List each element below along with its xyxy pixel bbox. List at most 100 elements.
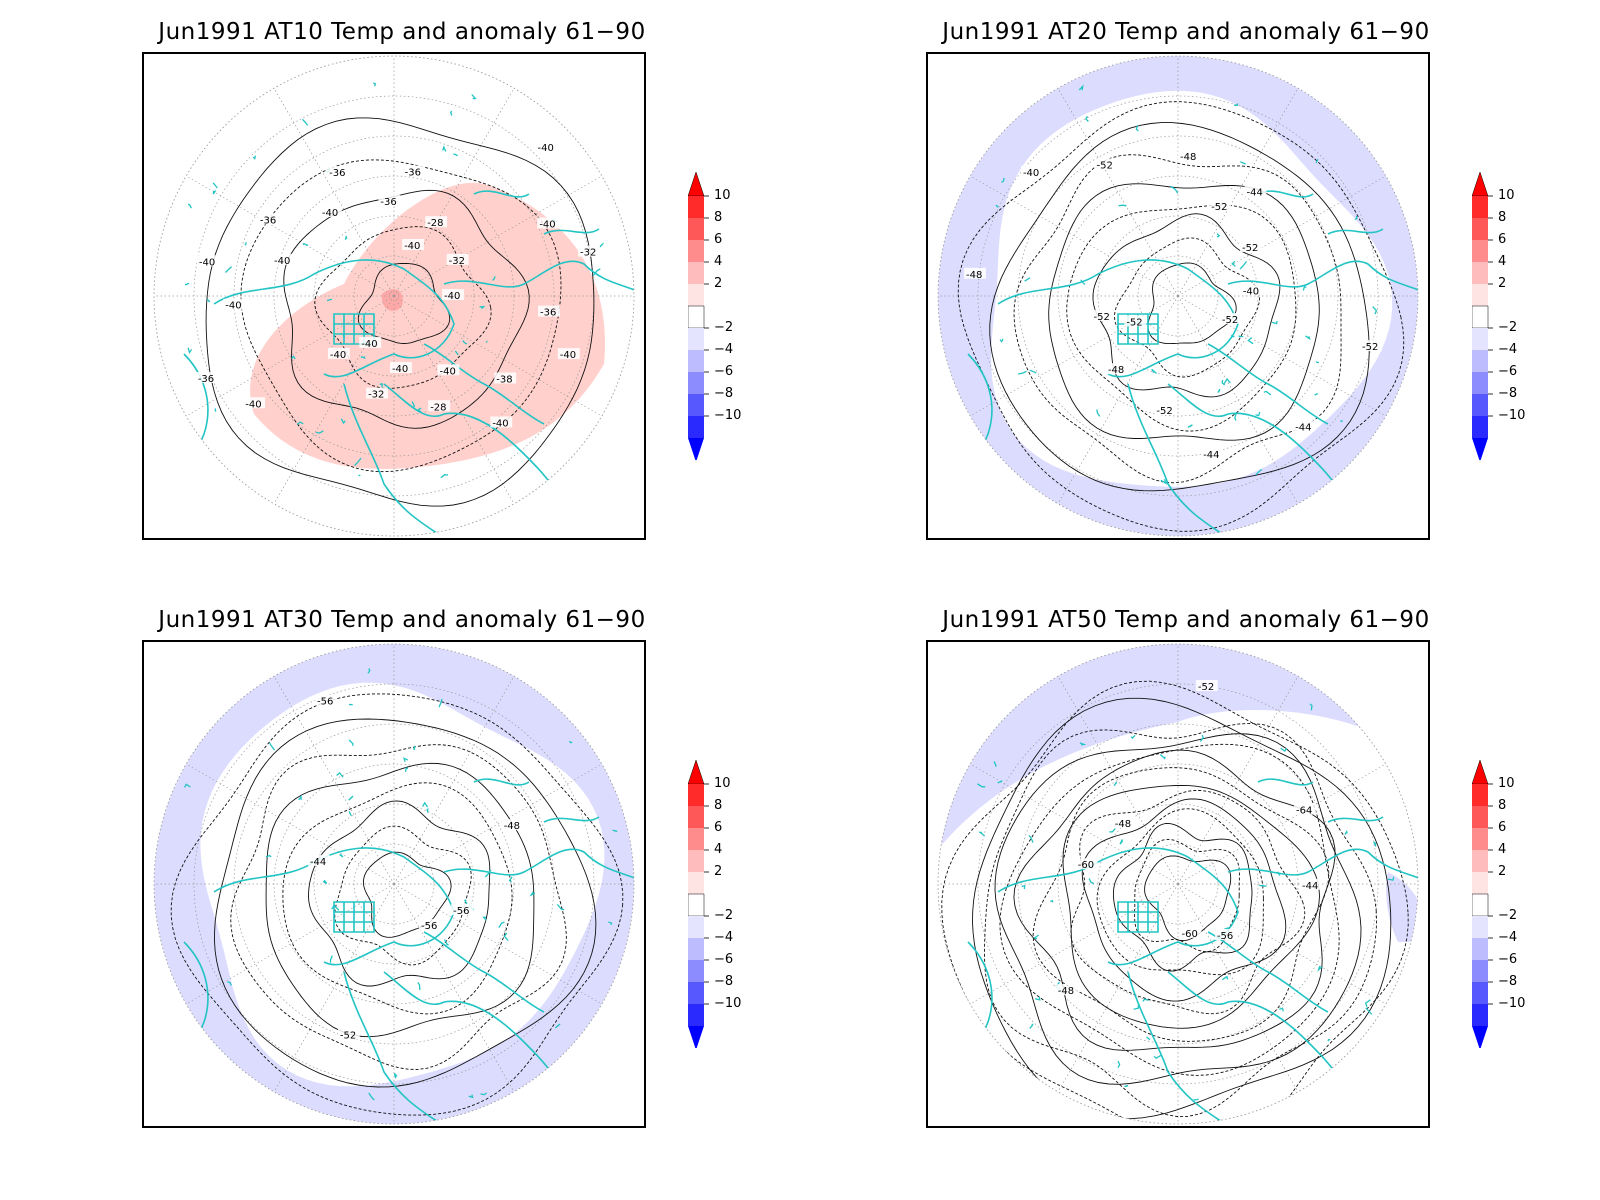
coastline-fragment (608, 921, 613, 925)
coastline (997, 259, 1239, 378)
contour-label: -48 (966, 270, 982, 281)
coastline-fragment (1118, 204, 1127, 207)
coastline-fragment (1096, 409, 1101, 417)
map-panel-at50: Jun1991 AT50 Temp and anomaly 61−90 -60-… (926, 602, 1446, 1162)
colorbar-swatch (688, 916, 704, 938)
contour-label: -52 (1362, 342, 1378, 353)
coastline-fragment (1314, 392, 1318, 396)
coastline (213, 847, 455, 966)
colorbar-arrow-top (688, 759, 705, 785)
coastline-fragment (360, 355, 366, 360)
contour-label: -36 (540, 308, 556, 319)
coastline-fragment (1170, 185, 1179, 194)
temperature-contour (265, 762, 535, 1038)
coastline-fragment (1130, 734, 1136, 740)
contour-label: -52 (1097, 160, 1113, 171)
colorbar: 10 8 6 4 2 −2 −4 −6 −8 −10 (1472, 758, 1542, 1048)
coastline-fragment (1317, 965, 1323, 972)
colorbar-label: 4 (714, 254, 723, 269)
meridian-line (1177, 763, 1387, 885)
temperature-contour (1092, 213, 1281, 398)
colorbar-arrow-bottom (1472, 1026, 1488, 1048)
temperature-contour (230, 744, 567, 1070)
coastline-fragment (187, 347, 193, 354)
colorbar-label: −8 (1498, 974, 1518, 989)
colorbar-label: 4 (714, 842, 723, 857)
coastline-fragment (1240, 161, 1247, 165)
coastline-fragment (1146, 1036, 1151, 1041)
neutral-region (991, 90, 1393, 487)
coastline-fragment (999, 338, 1004, 343)
contour-label-bg (419, 919, 441, 931)
coastline-fragment (978, 831, 986, 837)
coastline-fragment (329, 955, 333, 963)
colorbar-label: 10 (1498, 776, 1515, 791)
coastline-fragment (326, 298, 333, 302)
coastline-fragment (354, 457, 362, 466)
colorbar-label: −6 (714, 364, 734, 379)
contour-label-bg (538, 305, 560, 317)
coastline-fragment (484, 869, 492, 878)
temperature-contour (214, 718, 597, 1088)
coastline-fragment (997, 779, 1003, 784)
contour-label-bg (243, 397, 266, 409)
coastline-fragment (598, 242, 604, 248)
temperature-contour (308, 800, 491, 987)
colorbar-label: −10 (714, 408, 742, 423)
coastline-fragment (995, 204, 999, 208)
coastline-fragment (492, 276, 496, 281)
colorbar-swatch (1472, 394, 1488, 416)
colorbar-swatch (1472, 262, 1488, 284)
coastline (1207, 343, 1329, 425)
coastline-fragment (1277, 871, 1281, 876)
coastline (1257, 778, 1384, 823)
coastline-fragment (1231, 260, 1236, 267)
polar-map: -40 -40 -36 -40 -40 -32 -32 -36 -40 -36 -28 -28 -36 -… (153, 55, 635, 537)
contour-label-bg (1360, 340, 1382, 352)
coastline (1127, 383, 1229, 536)
coastline (1207, 931, 1329, 1013)
colorbar-swatch (688, 416, 704, 438)
coastline-fragment (358, 474, 361, 477)
coastline-fragment (443, 939, 449, 946)
colorbar-label: −6 (1498, 364, 1518, 379)
temperature-contour (999, 743, 1340, 1076)
coastline-fragment (1247, 337, 1254, 345)
contour-label-bg (389, 361, 412, 373)
coastline-fragment (296, 421, 304, 425)
contour-label: -44 (1247, 188, 1263, 199)
cool-anomaly-region (1386, 872, 1418, 942)
temperature-contour (1134, 838, 1240, 953)
warm-anomaly-core (381, 289, 403, 311)
colorbar-label: 4 (1498, 842, 1507, 857)
coastline-fragment (1234, 413, 1237, 421)
contour-label: -52 (1222, 315, 1238, 326)
contour-label: -38 (496, 375, 512, 386)
colorbar-label: 2 (1498, 864, 1507, 879)
map-frame: -60 -48 -44 -48 -52 -56 -60 -64 (926, 640, 1430, 1128)
contour-label: -48 (504, 821, 520, 832)
colorbar-label: 8 (714, 210, 723, 225)
temperature-contour (1112, 823, 1253, 972)
temperature-contour (989, 122, 1370, 492)
map-boundary (937, 55, 1419, 537)
coastline-fragment (1238, 335, 1244, 338)
contour-label: -32 (580, 248, 596, 259)
colorbar-swatch (688, 372, 704, 394)
contour-label: -40 (560, 350, 576, 361)
meridian-line (1177, 883, 1299, 1093)
meridian-line (1057, 87, 1179, 297)
coastline (1227, 848, 1418, 883)
coastline (473, 778, 600, 823)
coastline-fragment (1340, 420, 1343, 423)
contour-label-bg (319, 205, 342, 217)
colorbar-label: −4 (714, 930, 734, 945)
coastline (333, 901, 375, 933)
colorbar-label: 4 (1498, 254, 1507, 269)
colorbar: 10 8 6 4 2 −2 −4 −6 −8 −10 (688, 758, 758, 1048)
colorbar-label: 2 (714, 276, 723, 291)
contour-label-bg (359, 336, 382, 348)
contour-label-bg (578, 245, 600, 257)
coastline-fragment (1354, 215, 1358, 220)
colorbar-swatch (688, 284, 704, 306)
